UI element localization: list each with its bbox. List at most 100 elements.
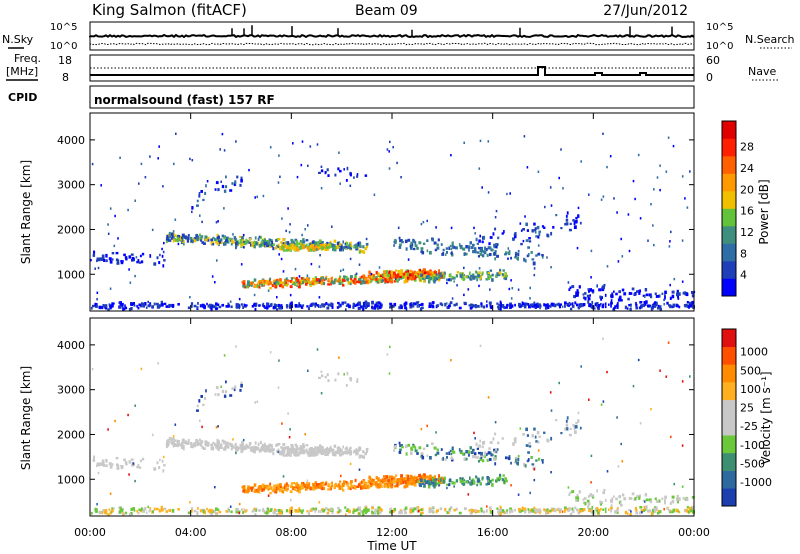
velocity-cell bbox=[111, 507, 114, 510]
power-cell bbox=[505, 251, 508, 255]
velocity-cell bbox=[281, 490, 285, 494]
velocity-cell bbox=[573, 426, 576, 430]
velocity-cell bbox=[634, 496, 637, 501]
power-cell bbox=[487, 140, 490, 143]
power-cell bbox=[497, 243, 499, 246]
power-cell bbox=[360, 281, 363, 285]
power-cell bbox=[213, 238, 217, 242]
velocity-cell bbox=[287, 484, 290, 488]
power-cell bbox=[371, 305, 374, 309]
power-cell bbox=[180, 241, 184, 245]
power-cell bbox=[163, 259, 166, 262]
velocity-cell bbox=[576, 508, 579, 512]
power-cell bbox=[116, 262, 120, 265]
velocity-cell bbox=[217, 393, 220, 397]
velocity-cell bbox=[475, 476, 478, 479]
power-cell bbox=[108, 303, 111, 306]
power-cell bbox=[276, 296, 278, 299]
velocity-cell bbox=[568, 506, 571, 510]
velocity-cell bbox=[446, 456, 448, 459]
power-cell bbox=[134, 274, 136, 278]
power-cell bbox=[524, 215, 526, 218]
velocity-cell bbox=[533, 508, 536, 512]
velocity-cell bbox=[678, 510, 681, 514]
power-cell bbox=[497, 273, 501, 277]
velocity-cell bbox=[97, 471, 100, 475]
velocity-cell bbox=[534, 435, 537, 439]
power-cell bbox=[630, 303, 632, 306]
power-cell bbox=[220, 180, 222, 183]
power-cell bbox=[293, 276, 296, 280]
power-cell bbox=[290, 248, 292, 252]
power-cell bbox=[458, 243, 461, 247]
velocity-cell bbox=[528, 509, 531, 514]
power-cell bbox=[281, 285, 285, 289]
velocity-cell bbox=[406, 485, 409, 488]
velocity-cell bbox=[321, 484, 325, 487]
power-cell bbox=[223, 242, 227, 246]
power-cell bbox=[300, 245, 302, 249]
power-cell bbox=[376, 304, 379, 308]
power-cell bbox=[446, 278, 449, 281]
power-cell bbox=[588, 193, 590, 196]
power-cell bbox=[643, 301, 646, 305]
power-cell bbox=[395, 279, 398, 282]
power-cell bbox=[638, 291, 641, 295]
velocity-cell bbox=[371, 506, 374, 510]
velocity-cell bbox=[187, 439, 190, 442]
velocity-cell bbox=[582, 501, 586, 505]
power-cell bbox=[279, 175, 281, 178]
power-cell bbox=[528, 237, 531, 240]
power-cbar-tick: 4 bbox=[740, 269, 747, 282]
power-cell bbox=[416, 271, 419, 275]
velocity-cell bbox=[533, 427, 536, 431]
velocity-cell bbox=[564, 509, 566, 513]
velocity-cell bbox=[421, 475, 424, 479]
power-cell bbox=[488, 242, 491, 246]
power-cell bbox=[141, 302, 143, 306]
velocity-cell bbox=[309, 453, 313, 457]
power-cell bbox=[181, 238, 184, 242]
colorbar-swatch bbox=[722, 399, 736, 418]
power-cell bbox=[448, 246, 451, 250]
colorbar-swatch bbox=[722, 243, 736, 262]
velocity-cell bbox=[398, 450, 402, 454]
velocity-cell bbox=[227, 507, 230, 511]
power-cell bbox=[339, 169, 342, 173]
power-cell bbox=[316, 244, 320, 247]
velocity-cell bbox=[671, 499, 675, 504]
velocity-cell bbox=[103, 463, 106, 467]
velocity-cell bbox=[336, 451, 340, 455]
power-cell bbox=[582, 296, 586, 300]
velocity-cell bbox=[500, 508, 502, 512]
colorbar-swatch bbox=[722, 417, 736, 436]
vel-ytick-label: 4000 bbox=[57, 339, 85, 352]
velocity-cell bbox=[364, 507, 368, 512]
velocity-cell bbox=[190, 507, 194, 510]
power-cell bbox=[412, 302, 415, 306]
power-cell bbox=[389, 275, 393, 280]
power-cell bbox=[420, 250, 422, 253]
velocity-cell bbox=[616, 509, 619, 513]
power-cell bbox=[658, 294, 661, 298]
frequency-panel: Freq. [MHz] 18 8 60 0 Nave bbox=[6, 52, 780, 84]
velocity-cell bbox=[338, 447, 342, 451]
power-cell bbox=[483, 250, 487, 255]
velocity-cell bbox=[636, 495, 639, 498]
power-cell bbox=[616, 305, 619, 309]
power-cell bbox=[538, 230, 541, 233]
power-cell bbox=[495, 274, 498, 278]
power-cell bbox=[111, 304, 114, 308]
velocity-cell bbox=[333, 483, 336, 488]
velocity-cell bbox=[118, 510, 122, 514]
power-cell bbox=[309, 145, 312, 148]
power-cell bbox=[508, 287, 511, 291]
velocity-cell bbox=[140, 367, 143, 371]
velocity-cell bbox=[577, 511, 580, 514]
velocity-cell bbox=[380, 484, 383, 488]
velocity-cell bbox=[464, 507, 467, 511]
power-cell bbox=[275, 308, 279, 311]
velocity-cell bbox=[386, 353, 389, 356]
velocity-cell bbox=[314, 509, 317, 513]
power-cell bbox=[431, 238, 434, 242]
